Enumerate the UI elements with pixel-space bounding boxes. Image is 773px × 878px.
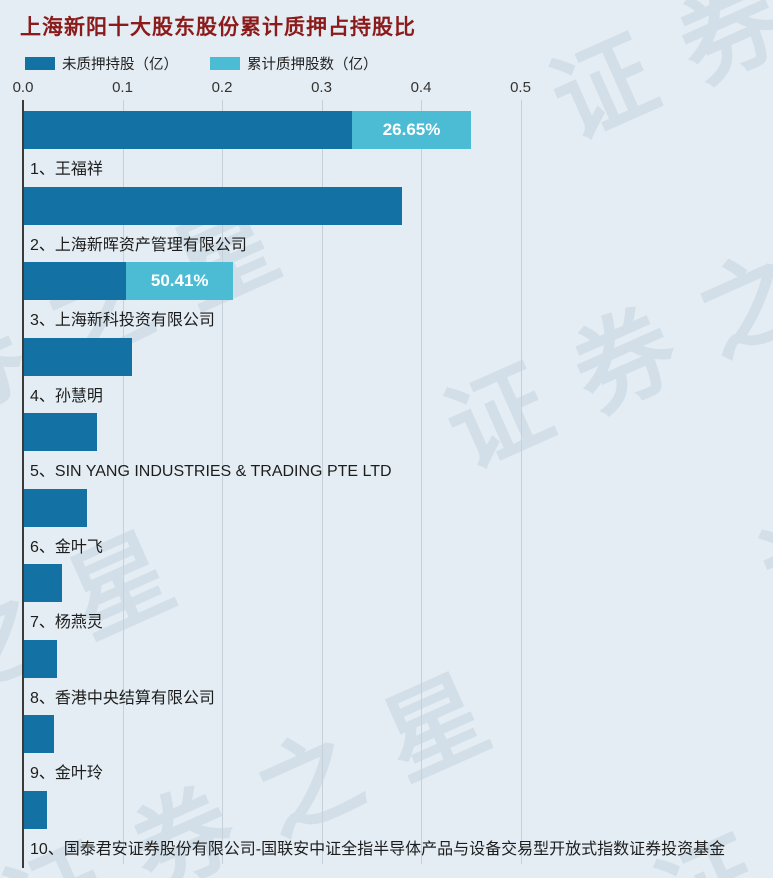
gridline: [222, 100, 223, 864]
bar-row: 8、香港中央结算有限公司: [0, 629, 773, 707]
bar: [24, 186, 403, 225]
shareholder-label: 4、孙慧明: [30, 387, 103, 405]
axis-tick-label: 0.4: [410, 79, 432, 96]
legend-swatch-pledged: [210, 57, 240, 70]
bar: [24, 337, 133, 376]
bar-unpledged-segment: [24, 715, 54, 753]
gridline: [122, 100, 124, 864]
shareholder-label: 9、金叶玲: [30, 765, 103, 782]
gridline: [520, 100, 522, 864]
axis-tick-label: 0.0: [12, 79, 34, 96]
gridline: [421, 100, 422, 864]
legend-item-unpledged: 未质押持股（亿）: [25, 53, 178, 74]
shareholder-label: 7、杨燕灵: [30, 614, 103, 631]
bar-row: 9、金叶玲: [0, 704, 773, 782]
bar-unpledged-segment: [24, 337, 133, 376]
bar: 26.65%: [24, 111, 471, 149]
bar-unpledged-segment: [24, 186, 403, 225]
bar-unpledged-segment: [24, 262, 127, 300]
bar-pledged-segment: 50.41%: [126, 262, 233, 300]
bar-row: 26.65% 1、王福祥: [0, 100, 773, 178]
bar: 50.41%: [24, 262, 233, 300]
bar-row: 50.41% 3、上海新科投资有限公司: [0, 251, 773, 329]
bar-row: 2、上海新晖资产管理有限公司: [0, 176, 773, 254]
bar: [24, 564, 62, 602]
bar: [24, 488, 87, 527]
bar: [24, 639, 57, 678]
bar-row: 10、国泰君安证券股份有限公司-国联安中证全指半导体产品与设备交易型开放式指数证…: [0, 780, 773, 858]
bar-unpledged-segment: [24, 413, 97, 451]
legend-label-pledged: 累计质押股数（亿）: [247, 57, 378, 73]
legend-swatch-unpledged: [25, 57, 55, 70]
axis-tick-label: 0.1: [112, 79, 133, 96]
bar-row: 7、杨燕灵: [0, 553, 773, 631]
axis-tick-label: 0.3: [311, 79, 332, 96]
legend: 未质押持股（亿） 累计质押股数（亿）: [25, 53, 378, 74]
shareholder-label: 2、上海新晖资产管理有限公司: [30, 236, 247, 254]
gridline: [321, 100, 323, 864]
pledge-percent-label: 26.65%: [382, 120, 441, 139]
chart-title: 上海新阳十大股东股份累计质押占持股比: [20, 16, 416, 39]
shareholder-label: 6、金叶飞: [30, 538, 103, 556]
axis-tick-label: 0.5: [510, 79, 531, 96]
bar-unpledged-segment: [24, 488, 87, 527]
shareholder-label: 10、国泰君安证券股份有限公司-国联安中证全指半导体产品与设备交易型开放式指数证…: [30, 840, 726, 858]
bar-pledged-segment: 26.65%: [352, 111, 471, 149]
bar: [24, 715, 54, 753]
bar-row: 6、金叶飞: [0, 478, 773, 556]
bar-unpledged-segment: [24, 639, 57, 678]
bar-unpledged-segment: [24, 790, 47, 829]
bar-unpledged-segment: [24, 111, 353, 149]
shareholder-label: 3、上海新科投资有限公司: [30, 312, 215, 329]
y-axis-line: [22, 100, 24, 868]
legend-item-pledged: 累计质押股数（亿）: [210, 53, 378, 74]
bar: [24, 413, 97, 451]
bar: [24, 790, 47, 829]
pledge-percent-label: 50.41%: [150, 271, 209, 290]
axis-tick-label: 0.2: [211, 79, 233, 96]
legend-label-unpledged: 未质押持股（亿）: [62, 57, 178, 73]
bar-row: 5、SIN YANG INDUSTRIES & TRADING PTE LTD: [0, 402, 773, 480]
bar-unpledged-segment: [24, 564, 62, 602]
bar-row: 4、孙慧明: [0, 327, 773, 405]
shareholder-label: 5、SIN YANG INDUSTRIES & TRADING PTE LTD: [30, 463, 392, 480]
shareholder-label: 1、王福祥: [30, 161, 103, 178]
shareholder-label: 8、香港中央结算有限公司: [30, 689, 215, 707]
